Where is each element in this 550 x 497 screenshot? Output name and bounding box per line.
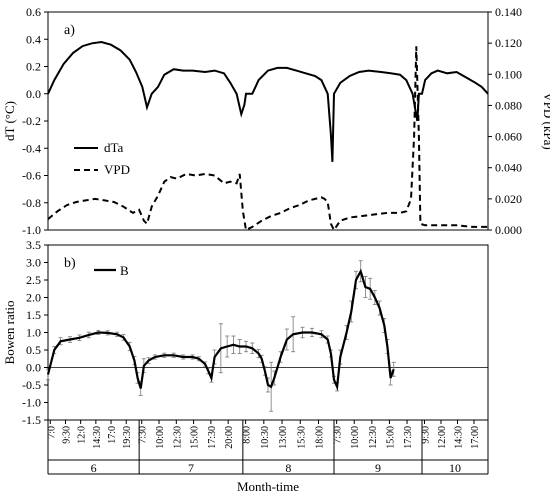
month-label: 9	[375, 461, 381, 475]
y-tick-label: 0.4	[26, 32, 41, 46]
x-tick-label: 14:30	[453, 426, 464, 449]
panel-label-a: a)	[64, 23, 75, 38]
x-tick-label: 15:00	[190, 426, 201, 449]
x-tick-label: 17:30	[207, 426, 218, 449]
y-tick-label: 2.5	[26, 273, 41, 287]
y-tick-label: 0.0	[26, 87, 41, 101]
panel-label-b: b)	[64, 256, 76, 271]
y-tick-label: -1.5	[22, 413, 41, 427]
y-tick-label: -0.4	[22, 141, 41, 155]
x-tick-label: 7:30	[333, 426, 344, 444]
y2-tick-label: 0.020	[495, 192, 522, 206]
x-tick-label: 10:00	[350, 426, 361, 449]
y-axis-label: Bowen ratio	[2, 301, 17, 365]
month-label: 8	[285, 461, 291, 475]
x-tick-label: 19:30	[122, 426, 133, 449]
y2-tick-label: 0.080	[495, 98, 522, 112]
x-tick-label: 7:30	[138, 426, 149, 444]
series-line-dta	[47, 40, 489, 162]
y-tick-label: -0.8	[22, 196, 41, 210]
panel-b: 3.5 3.0 2.5 2.0 1.5 1.0 0.5 0.0 -0.5 -1.0 -1.5 Bowe…	[2, 238, 489, 494]
y-tick-label: 2.0	[26, 291, 41, 305]
month-label: 6	[91, 461, 97, 475]
plot-frame-a	[47, 11, 489, 231]
x-tick-label: 17:00	[470, 426, 481, 449]
x-tick-label: 10:30	[260, 426, 271, 449]
x-tick-label: 18:00	[315, 426, 326, 449]
y-tick-label: 0.5	[26, 343, 41, 357]
x-tick-label: 15:00	[385, 426, 396, 449]
panel-a: 0.6 0.4 0.2 0.0 -0.2 -0.4 -0.6 -0.8 -1.0 0.140 0.1…	[2, 5, 550, 237]
legend-label-dta: dTa	[104, 140, 124, 155]
x-tick-label: 12:30	[172, 426, 183, 449]
y-tick-label: -1.0	[22, 396, 41, 410]
y-tick-label: 0.6	[26, 5, 41, 19]
x-tick-label: 14:30	[92, 426, 103, 449]
series-line-b	[46, 268, 395, 391]
y-tick-label: 0.0	[26, 361, 41, 375]
y-tick-label: 3.5	[26, 238, 41, 252]
y2-tick-label: 0.140	[495, 5, 522, 19]
y2-tick-label: 0.040	[495, 161, 522, 175]
month-label: 10	[449, 461, 461, 475]
y-tick-label: -0.6	[22, 169, 41, 183]
x-tick-label: 7:0	[46, 426, 57, 439]
month-label: 7	[188, 461, 194, 475]
x-tick-label: 12:00	[437, 426, 448, 449]
legend-label-b: B	[120, 263, 129, 278]
x-tick-label: 12:0	[77, 426, 88, 444]
x-tick-label: 8:00	[242, 426, 253, 444]
y-tick-label: 0.2	[26, 60, 41, 74]
y-tick-label: -0.5	[22, 378, 41, 392]
y-tick-label: 3.0	[26, 256, 41, 270]
y2-tick-label: 0.120	[495, 36, 522, 50]
x-tick-label: 9:30	[420, 426, 431, 444]
x-tick-label: 12:30	[368, 426, 379, 449]
y-axis-label: dT (°C)	[2, 101, 17, 141]
x-tick-label: 20:00	[224, 426, 235, 449]
y-tick-label: 1.5	[26, 308, 41, 322]
legend-label-vpd: VPD	[104, 162, 130, 177]
y-tick-label: -0.2	[22, 114, 41, 128]
x-tick-label: 17:30	[403, 426, 414, 449]
series-line-vpd	[47, 46, 488, 232]
plot-frame-b	[47, 244, 489, 421]
x-tick-label: 13:00	[278, 426, 289, 449]
y-tick-label: -1.0	[22, 223, 41, 237]
y2-tick-label: 0.000	[495, 223, 522, 237]
x-tick-label: 15:30	[296, 426, 307, 449]
x-axis-label: Month-time	[237, 479, 299, 494]
x-tick-label: 17:0	[107, 426, 118, 444]
x-tick-label: 9:30	[61, 426, 72, 444]
y2-axis-label: VPD (kPa)	[541, 92, 550, 149]
y2-tick-label: 0.100	[495, 67, 522, 81]
y2-tick-label: 0.060	[495, 130, 522, 144]
x-tick-label: 10:00	[155, 426, 166, 449]
y-tick-label: 1.0	[26, 326, 41, 340]
